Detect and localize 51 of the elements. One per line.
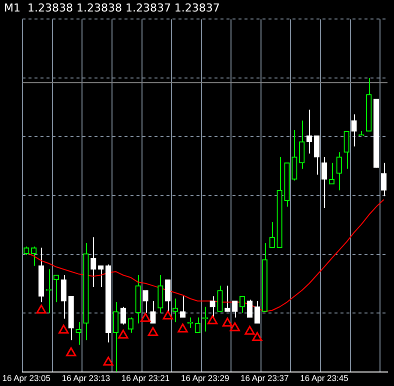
point	[162, 310, 173, 320]
candlestick	[239, 296, 246, 314]
point	[252, 332, 262, 341]
candlestick	[321, 156, 328, 208]
candlestick	[269, 221, 275, 248]
candlestick	[380, 162, 387, 197]
candlestick	[60, 274, 66, 320]
candlestick	[351, 114, 357, 147]
candlestick	[128, 316, 134, 334]
candlestick	[180, 296, 186, 318]
candlestick	[254, 300, 260, 324]
point	[118, 330, 128, 339]
x-tick-label: 16 Apr 23:45	[300, 373, 349, 384]
candlestick	[292, 129, 298, 182]
candlestick	[165, 279, 171, 314]
candlestick	[224, 285, 230, 312]
candlestick	[217, 285, 223, 312]
point	[230, 322, 240, 332]
point	[58, 324, 69, 334]
candlestick	[314, 135, 320, 176]
x-tick-label: 16 Apr 23:29	[180, 373, 230, 384]
candlestick	[344, 130, 350, 170]
candlestick	[142, 290, 148, 314]
candlestick	[31, 246, 37, 266]
candlestick	[210, 296, 216, 320]
candlestick	[299, 120, 305, 170]
point	[244, 326, 255, 335]
point	[148, 326, 158, 336]
x-tick-label: 16 Apr 23:05	[2, 373, 51, 384]
candlestick	[246, 299, 253, 318]
chart-title: M1 1.23838 1.23838 1.23837 1.23837	[4, 1, 220, 14]
candlestick	[336, 152, 342, 191]
point	[207, 315, 218, 324]
x-tick-label: 16 Apr 23:13	[62, 373, 110, 384]
candlestick	[158, 274, 164, 314]
point	[140, 312, 151, 322]
candlestick	[194, 316, 200, 334]
candlestick	[328, 162, 334, 185]
candlestick	[306, 109, 312, 154]
candlestick	[232, 300, 238, 318]
x-tick-label: 16 Apr 23:37	[240, 373, 290, 384]
candlestick	[90, 236, 96, 288]
point	[36, 304, 46, 314]
point	[178, 323, 188, 332]
point	[222, 318, 233, 327]
candlestick	[150, 300, 156, 324]
point	[66, 347, 76, 356]
candlestick	[76, 322, 82, 346]
point	[103, 356, 114, 366]
candlestick	[120, 306, 126, 325]
x-tick-label: 16 Apr 23:21	[121, 373, 170, 384]
